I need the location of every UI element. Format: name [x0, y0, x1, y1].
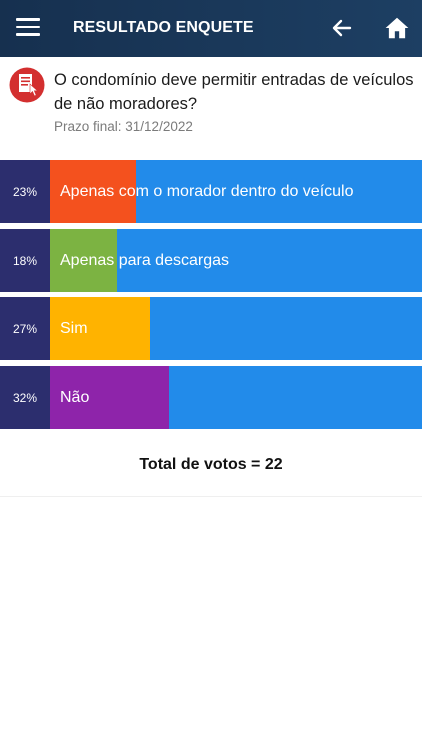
option-label: Apenas para descargas	[60, 252, 229, 269]
option-fill	[50, 366, 169, 429]
option-percent: 27%	[0, 297, 50, 360]
page-title: RESULTADO ENQUETE	[73, 19, 254, 36]
option-label: Não	[60, 389, 90, 406]
poll-option-bar[interactable]: 27% Sim	[0, 297, 422, 360]
option-label: Apenas com o morador dentro do veículo	[60, 183, 354, 200]
home-icon[interactable]	[384, 15, 410, 41]
option-fill	[50, 160, 136, 223]
total-votes: Total de votos = 22	[139, 456, 283, 473]
divider	[0, 496, 422, 497]
option-percent: 18%	[0, 229, 50, 292]
poll-question: O condomínio deve permitir entradas de v…	[0, 57, 422, 145]
arrow-left-icon[interactable]	[330, 16, 354, 40]
app-header: RESULTADO ENQUETE	[0, 0, 422, 57]
deadline-text: Prazo final: 31/12/2022	[54, 119, 193, 134]
option-percent: 23%	[0, 160, 50, 223]
menu-icon[interactable]	[16, 18, 40, 38]
option-label: Sim	[60, 320, 88, 337]
option-percent: 32%	[0, 366, 50, 429]
poll-document-icon	[9, 67, 45, 103]
poll-option-bar[interactable]: 23% Apenas com o morador dentro do veícu…	[0, 160, 422, 223]
option-fill	[50, 297, 150, 360]
poll-option-bar[interactable]: 32% Não	[0, 366, 422, 429]
question-text: O condomínio deve permitir entradas de v…	[54, 71, 414, 113]
option-fill	[50, 229, 117, 292]
poll-option-bar[interactable]: 18% Apenas para descargas	[0, 229, 422, 292]
